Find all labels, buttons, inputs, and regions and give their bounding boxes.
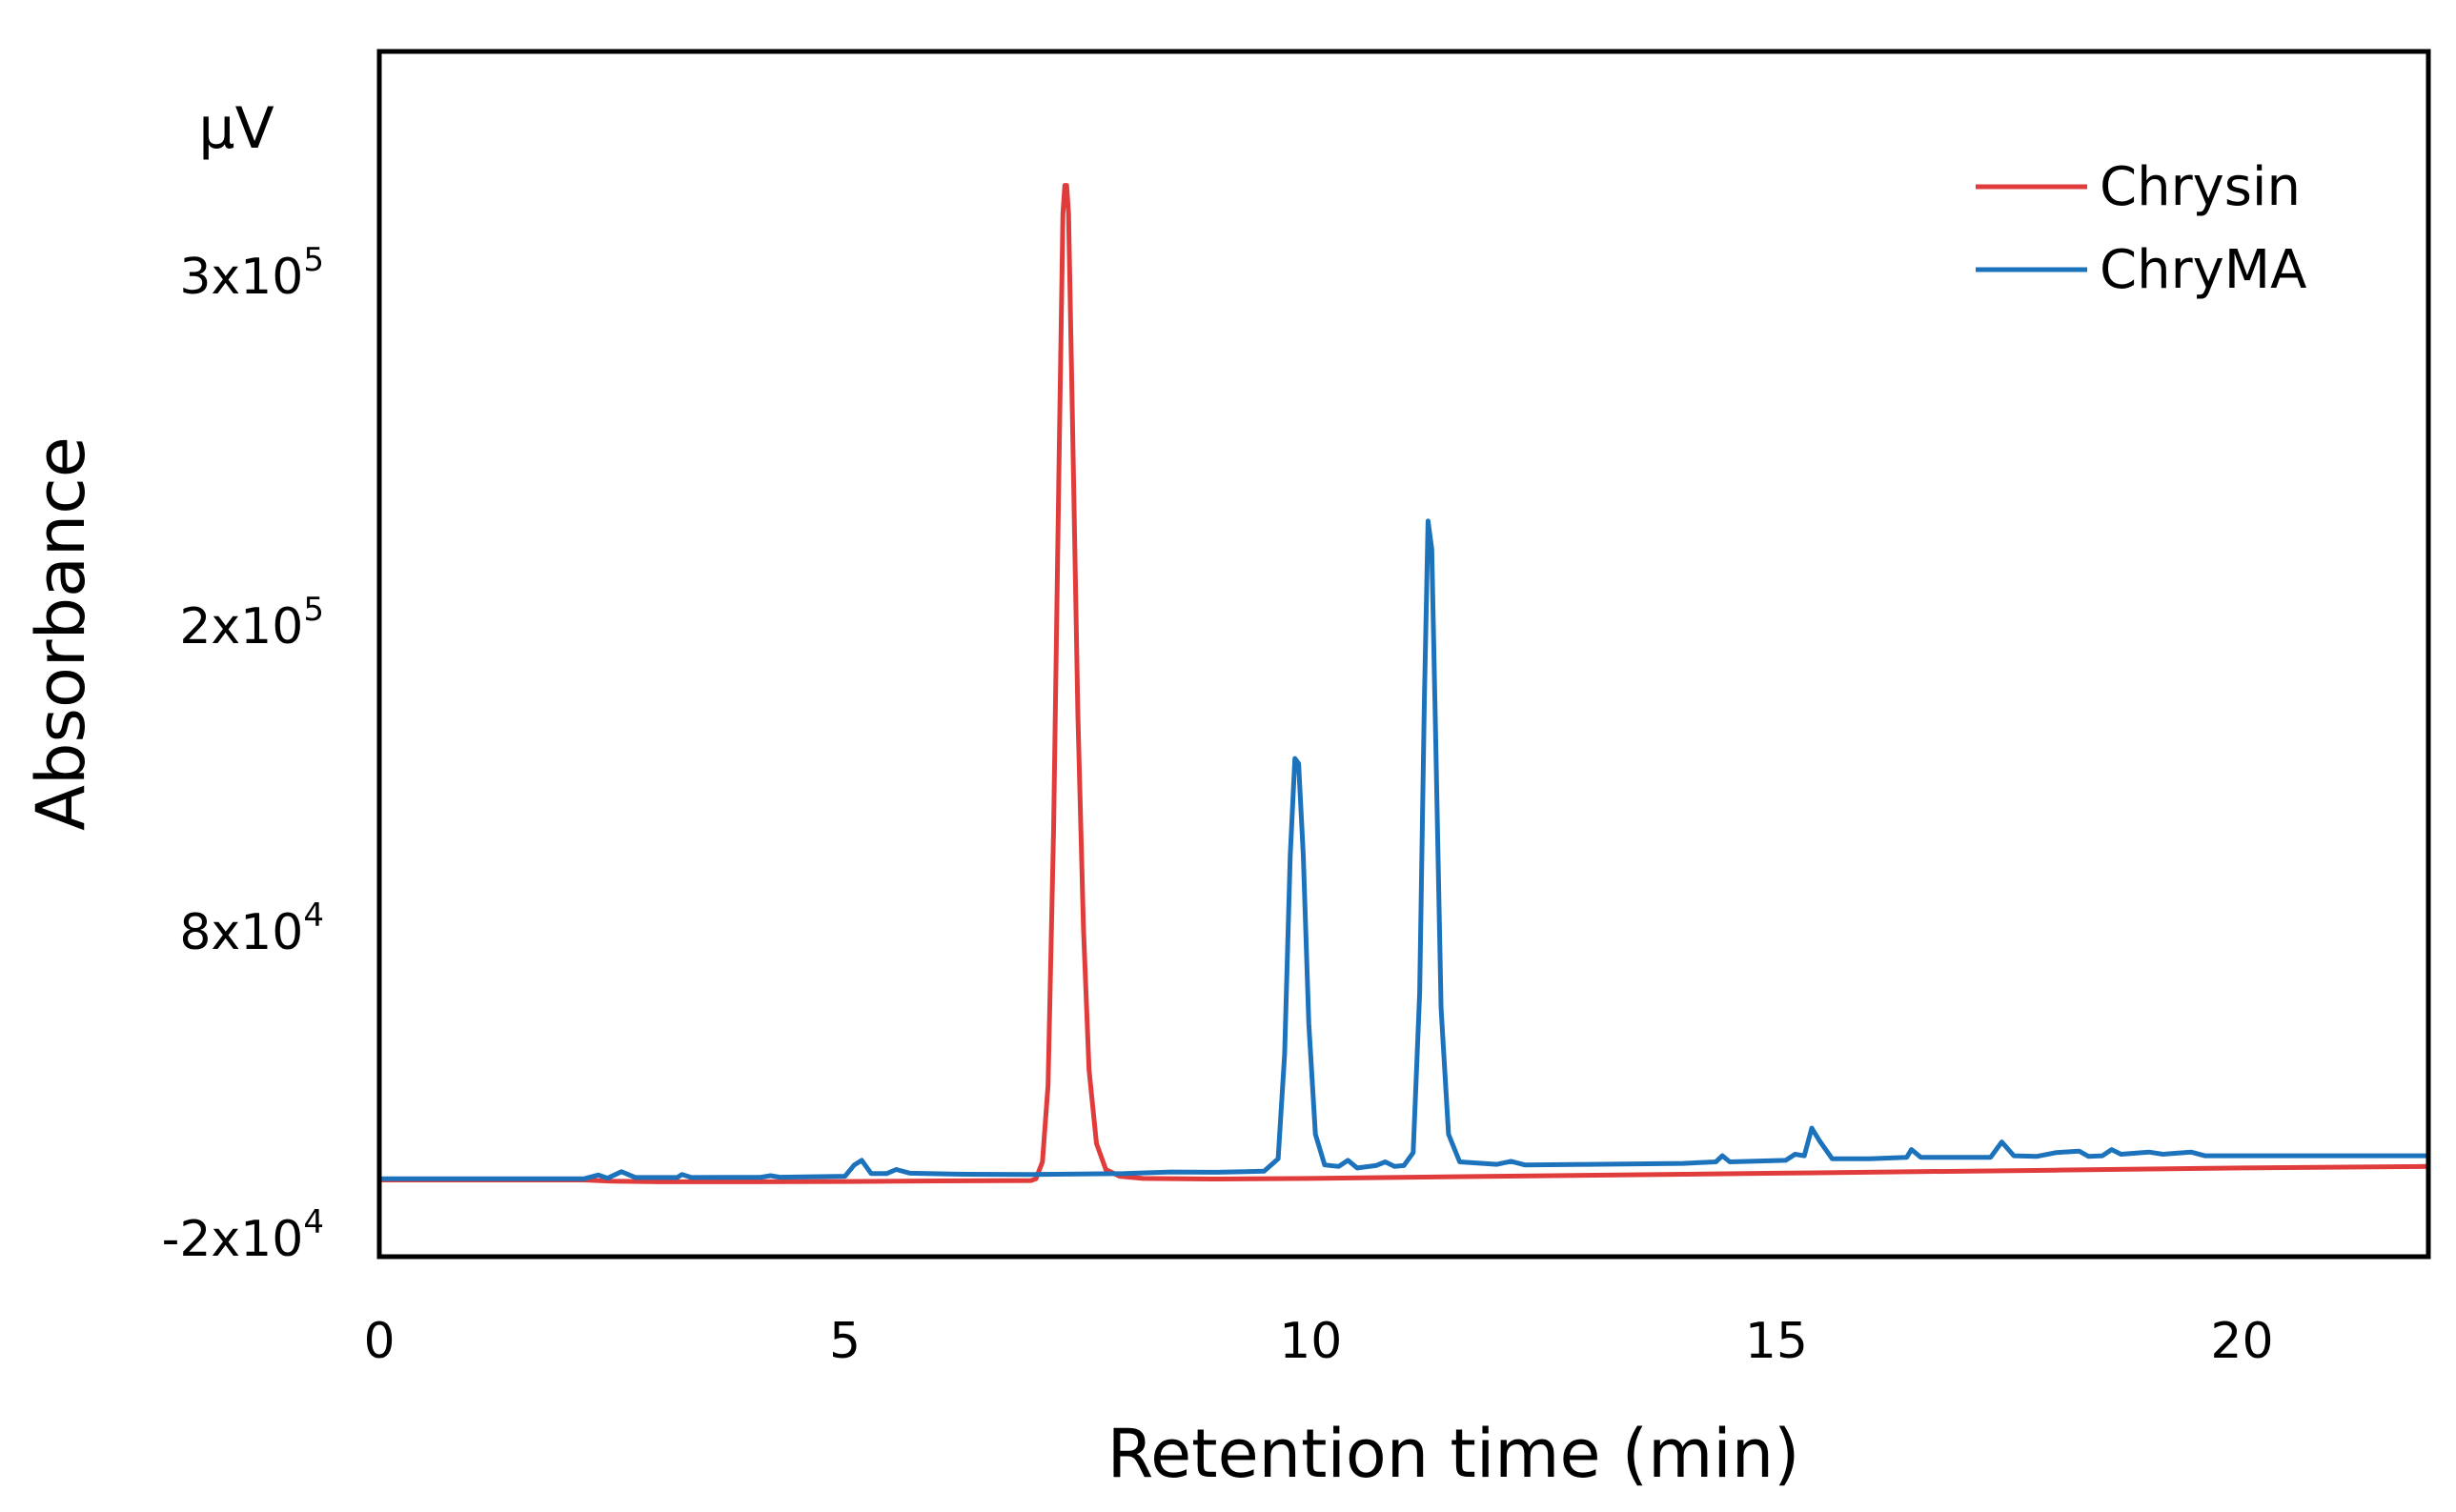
x-tick-label: 20 xyxy=(2210,1313,2273,1370)
x-axis-title: Retention time (min) xyxy=(1107,1415,1800,1493)
x-tick-label: 10 xyxy=(1279,1313,1342,1370)
y-tick-label: -2x104 xyxy=(162,1203,324,1268)
legend-label-chrysin: Chrysin xyxy=(2100,156,2301,218)
y-axis-title: Absorbance xyxy=(22,436,100,831)
plot-frame xyxy=(376,49,2431,1260)
series-line-chryma xyxy=(379,518,2428,1181)
legend: Chrysin ChryMA xyxy=(1976,156,2306,301)
plot-lines xyxy=(379,183,2429,1184)
y-tick-label: 8x104 xyxy=(179,897,324,961)
x-tick-label: 5 xyxy=(829,1313,861,1370)
x-tick-label: 0 xyxy=(363,1313,395,1370)
y-tick-labels: -2x104 8x104 2x105 3x105 xyxy=(162,241,324,1268)
x-tick-labels: 0 5 10 15 20 xyxy=(363,1313,2273,1370)
series-line-chrysin xyxy=(379,183,2429,1184)
legend-label-chryma: ChryMA xyxy=(2100,239,2306,301)
y-tick-label: 2x105 xyxy=(179,591,324,655)
x-tick-label: 15 xyxy=(1745,1313,1808,1370)
y-unit-label: µV xyxy=(198,95,274,162)
y-tick-label: 3x105 xyxy=(179,241,324,306)
